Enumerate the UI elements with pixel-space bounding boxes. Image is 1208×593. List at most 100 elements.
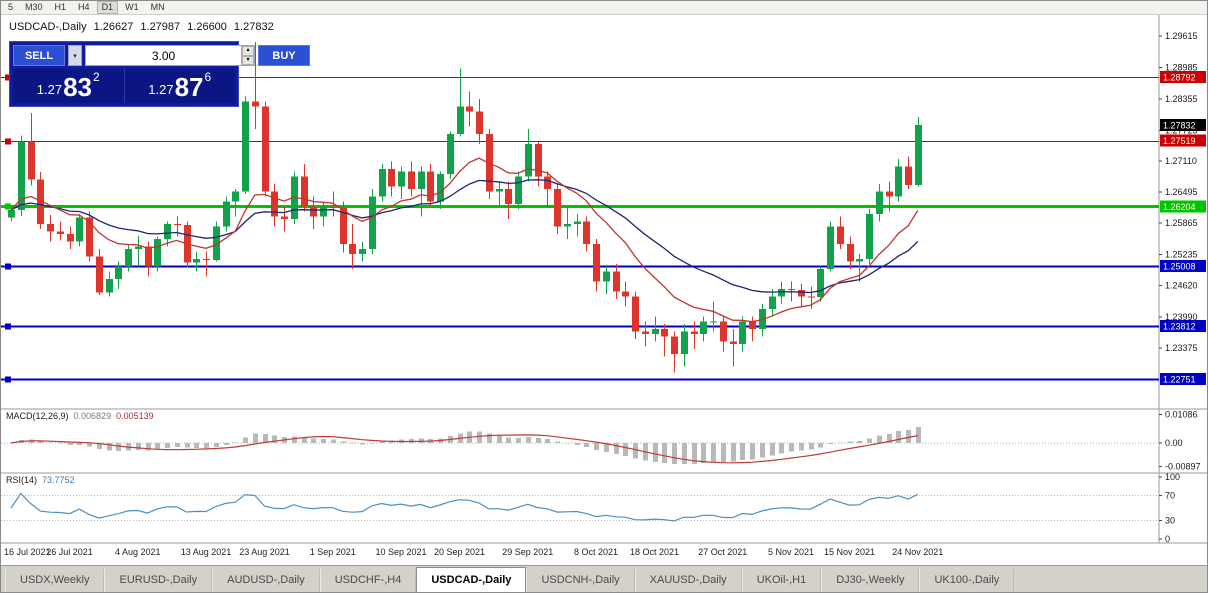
volume-down-button[interactable]: ▾ bbox=[242, 55, 254, 65]
candle-body bbox=[661, 329, 668, 337]
candles bbox=[8, 42, 922, 373]
price-line-labels: 1.28792 1.27519 1.26204 1.25008 1.23812 1.227… bbox=[1160, 70, 1206, 385]
candle-body bbox=[76, 217, 83, 242]
volume-field: ▴ ▾ bbox=[85, 45, 255, 66]
chart-tab[interactable]: UK100-,Daily bbox=[919, 569, 1015, 592]
candle-body bbox=[496, 189, 503, 192]
buy-button[interactable]: BUY bbox=[258, 45, 310, 66]
candle-body bbox=[203, 259, 210, 260]
chart-tab[interactable]: XAUUSD-,Daily bbox=[634, 569, 742, 592]
ma-fast-line bbox=[10, 157, 919, 323]
price-hline-anchor[interactable] bbox=[5, 263, 11, 270]
candle-body bbox=[232, 191, 239, 202]
chart-tab[interactable]: AUDUSD-,Daily bbox=[212, 569, 320, 592]
price-line-label: 1.28792 bbox=[1163, 72, 1196, 82]
candle-body bbox=[164, 224, 171, 239]
price-line-label: 1.26204 bbox=[1163, 202, 1196, 212]
candle-body bbox=[554, 189, 561, 227]
price-hline-anchor[interactable] bbox=[5, 323, 11, 330]
candle-body bbox=[281, 216, 288, 219]
candle-body bbox=[8, 210, 15, 218]
price-line-label: 1.27832 bbox=[1163, 120, 1196, 130]
price-axis-label: 1.27110 bbox=[1165, 156, 1197, 166]
candle-body bbox=[86, 217, 93, 257]
chart-tab[interactable]: EURUSD-,Daily bbox=[104, 569, 213, 592]
candle-body bbox=[788, 289, 795, 290]
chart-tab[interactable]: USDCAD-,Daily bbox=[416, 567, 527, 592]
price-line-label: 1.23812 bbox=[1163, 321, 1196, 331]
candle-body bbox=[583, 221, 590, 244]
candle-body bbox=[642, 331, 649, 334]
support-resistance-lines bbox=[1, 74, 1159, 383]
candle-body bbox=[330, 206, 337, 208]
price-hline-anchor[interactable] bbox=[5, 74, 11, 81]
price-line-label: 1.22751 bbox=[1163, 374, 1196, 384]
candle-body bbox=[515, 176, 522, 204]
price-label-box bbox=[1160, 319, 1206, 332]
candle-body bbox=[886, 191, 893, 197]
price-label-box bbox=[1160, 372, 1206, 385]
buy-price[interactable]: 1.27 87 6 bbox=[125, 69, 236, 103]
candle-body bbox=[28, 141, 35, 180]
volume-spinner: ▴ ▾ bbox=[241, 46, 254, 65]
candle-body bbox=[564, 224, 571, 227]
timeframe-button-D1[interactable]: D1 bbox=[96, 1, 119, 14]
price-label-box bbox=[1160, 260, 1206, 273]
price-axis-label: 1.24620 bbox=[1165, 281, 1198, 291]
candle-body bbox=[466, 106, 473, 112]
chart-tab[interactable]: USDX,Weekly bbox=[5, 569, 105, 592]
date-axis-label: 13 Aug 2021 bbox=[181, 547, 232, 557]
candle-body bbox=[437, 174, 444, 202]
timeframe-button-W1[interactable]: W1 bbox=[120, 1, 144, 14]
chart-tab[interactable]: DJ30-,Weekly bbox=[821, 569, 920, 592]
ohlc-header: USDCAD-,Daily 1.26627 1.27987 1.26600 1.… bbox=[9, 21, 274, 33]
volume-input[interactable] bbox=[86, 46, 241, 65]
chart-tab[interactable]: USDCNH-,Daily bbox=[526, 569, 635, 592]
candle-body bbox=[388, 169, 395, 187]
timeframe-button-M30[interactable]: M30 bbox=[20, 1, 48, 14]
sell-price[interactable]: 1.27 83 2 bbox=[13, 69, 125, 103]
price-label-box bbox=[1160, 70, 1206, 83]
price-label-box bbox=[1160, 200, 1206, 213]
macd-pane: 0.01086 0.00 -0.00897 bbox=[1, 410, 1201, 471]
candle-body bbox=[262, 106, 269, 192]
order-type-dropdown-button[interactable]: ▾ bbox=[68, 45, 82, 66]
price-axis-label: 1.26495 bbox=[1165, 187, 1198, 197]
chart-tab[interactable]: USDCHF-,H4 bbox=[319, 569, 417, 592]
chevron-down-icon: ▾ bbox=[73, 52, 77, 60]
price-hline-anchor[interactable] bbox=[5, 203, 11, 210]
rsi-pane: 100 70 30 0 bbox=[1, 472, 1180, 544]
ohlc-low: 1.26600 bbox=[187, 21, 227, 33]
sell-button[interactable]: SELL bbox=[13, 45, 65, 66]
candle-body bbox=[37, 179, 44, 224]
chart-tab[interactable]: UKOil-,H1 bbox=[741, 569, 822, 592]
price-hline-anchor[interactable] bbox=[5, 138, 11, 145]
candle-body bbox=[340, 207, 347, 244]
candle-body bbox=[505, 189, 512, 204]
candle-body bbox=[408, 171, 415, 189]
macd-label: MACD(12,26,9) 0.006829 0.005139 bbox=[6, 411, 154, 421]
candle-body bbox=[827, 226, 834, 269]
buy-price-pip: 6 bbox=[204, 70, 212, 84]
price-hline-anchor[interactable] bbox=[5, 376, 11, 383]
rsi-axis-label: 30 bbox=[1165, 515, 1175, 525]
rsi-axis-label: 0 bbox=[1165, 534, 1170, 544]
macd-name: MACD(12,26,9) bbox=[6, 411, 69, 421]
timeframe-button-H1[interactable]: H1 bbox=[50, 1, 72, 14]
chart-symbol-period: USDCAD-,Daily bbox=[9, 21, 87, 33]
candle-body bbox=[174, 224, 181, 225]
candle-body bbox=[876, 191, 883, 214]
date-axis-label: 1 Sep 2021 bbox=[310, 547, 356, 557]
timeframe-button-5[interactable]: 5 bbox=[3, 1, 18, 14]
candle-body bbox=[749, 321, 756, 329]
timeframe-button-H4[interactable]: H4 bbox=[73, 1, 95, 14]
timeframe-button-MN[interactable]: MN bbox=[146, 1, 170, 14]
candle-body bbox=[18, 141, 25, 210]
candle-body bbox=[457, 106, 464, 134]
volume-up-button[interactable]: ▴ bbox=[242, 46, 254, 56]
price-axis-label: 1.28355 bbox=[1165, 94, 1198, 104]
chart-canvas[interactable]: 1.296151.289851.283551.277251.271101.264… bbox=[1, 15, 1208, 567]
candle-body bbox=[252, 101, 259, 107]
candle-body bbox=[320, 206, 327, 217]
